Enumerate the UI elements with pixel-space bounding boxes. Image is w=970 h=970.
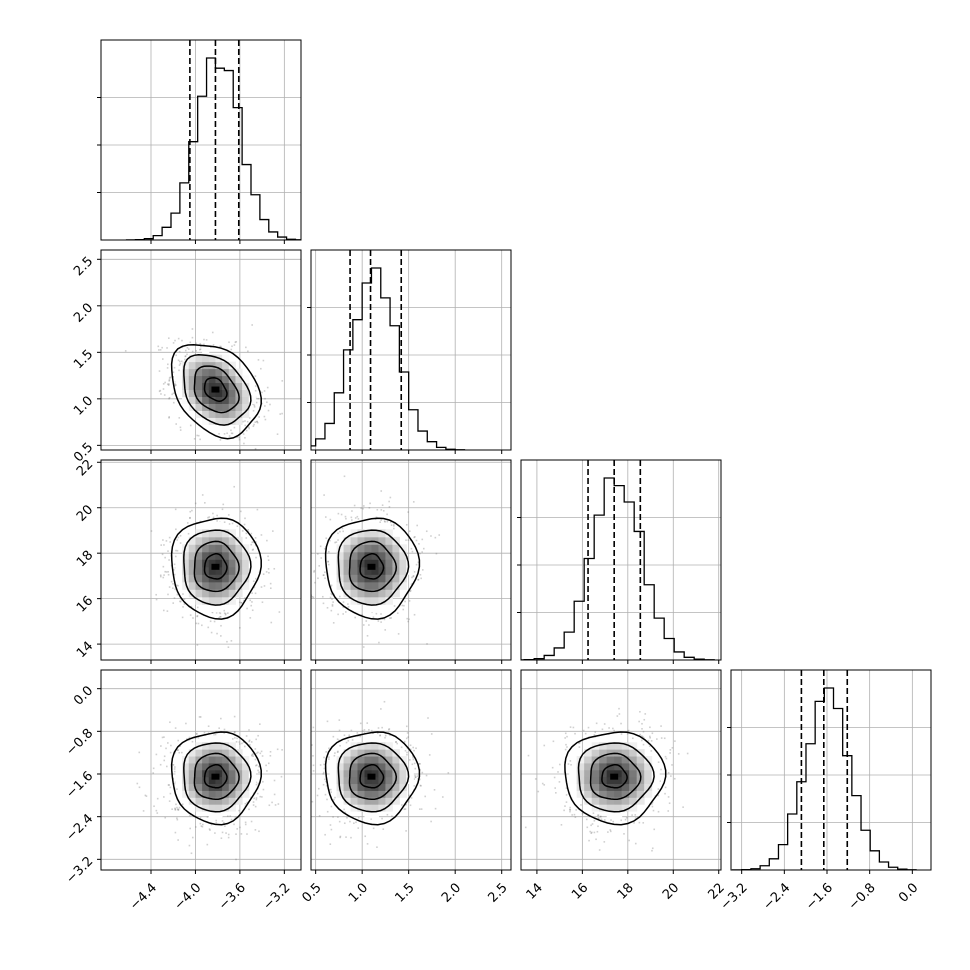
contour-line: [203, 377, 228, 402]
panel-frame: [310, 669, 512, 871]
panel-frame: [100, 669, 302, 871]
x-tick-label: −3.2: [718, 880, 751, 913]
contour-line: [359, 553, 385, 580]
contour-line: [337, 742, 410, 813]
y-tick-label: 16: [74, 593, 96, 615]
panel-frame: [520, 669, 722, 871]
y-tick-label: 1.5: [71, 347, 96, 372]
peak-marker: [211, 773, 220, 780]
panel-3-2: 14 16 18 20 22: [520, 669, 728, 903]
contour-line: [203, 553, 228, 580]
panel-frame: [310, 249, 512, 451]
x-tick-label: 2.5: [486, 880, 511, 905]
x-tick-label: 14: [524, 880, 546, 902]
y-tick-label: 20: [74, 502, 96, 524]
panel-1-0: 0.51.01.52.02.5: [71, 249, 302, 465]
contour-line: [589, 752, 642, 800]
x-tick-label: 0.5: [299, 880, 324, 905]
contour-line: [359, 763, 385, 789]
contour-line: [203, 763, 228, 789]
y-tick-label: 2.5: [71, 254, 96, 279]
contour-line: [348, 752, 398, 800]
panel-2-2: [517, 459, 722, 664]
panel-frame: [100, 459, 302, 661]
y-tick-label: −2.4: [63, 811, 96, 844]
x-tick-label: 1.0: [346, 880, 371, 905]
contour-line: [564, 731, 667, 826]
peak-marker: [211, 386, 220, 393]
contour-line: [577, 742, 655, 813]
histogram-step: [731, 687, 917, 870]
panel-3-1: 0.5 1.0 1.5 2.0 2.5: [299, 669, 512, 906]
y-tick-label: −3.2: [63, 854, 96, 887]
x-tick-label: −2.4: [760, 880, 793, 913]
x-tick-label: 1.5: [392, 880, 417, 905]
x-tick-label: 18: [615, 880, 637, 902]
x-tick-label: 20: [660, 880, 682, 902]
contour-line: [183, 354, 252, 426]
contour-line: [348, 540, 398, 593]
contour-line: [324, 517, 421, 620]
contour-line: [170, 731, 262, 826]
y-tick-label: −0.8: [63, 726, 96, 759]
y-tick-label: 1.0: [71, 394, 96, 419]
peak-marker: [211, 563, 220, 570]
contour-line: [183, 529, 252, 606]
contour-line: [170, 344, 262, 440]
x-tick-label: −3.2: [260, 880, 293, 913]
panel-frame: [100, 39, 302, 241]
y-tick-label: 18: [74, 548, 96, 570]
x-tick-label: −4.0: [172, 880, 205, 913]
peak-marker: [367, 773, 376, 780]
panel-frame: [100, 249, 302, 451]
x-tick-label: 2.0: [439, 880, 464, 905]
peak-marker: [610, 773, 619, 780]
y-tick-label: −1.6: [63, 769, 96, 802]
x-tick-label: −0.8: [846, 880, 879, 913]
contour-line: [193, 540, 240, 593]
x-tick-label: 16: [569, 880, 591, 902]
panel-0-0: [97, 39, 302, 244]
contour-line: [183, 742, 252, 813]
contour-line: [601, 763, 628, 789]
contour-line: [170, 517, 262, 620]
y-tick-label: 0.0: [71, 683, 96, 708]
contour-line: [193, 365, 240, 414]
x-tick-label: −1.6: [803, 880, 836, 913]
panel-frame: [520, 459, 722, 661]
peak-marker: [367, 563, 376, 570]
x-tick-label: −4.4: [127, 880, 160, 913]
y-tick-label: 14: [74, 639, 96, 661]
panel-2-1: [310, 459, 512, 664]
scatter-points: [524, 707, 689, 852]
panel-frame: [730, 669, 932, 871]
x-tick-label: 0.0: [896, 880, 921, 905]
y-tick-label: 2.0: [71, 301, 96, 326]
x-tick-label: −3.6: [216, 880, 249, 913]
contour-line: [324, 731, 421, 826]
panel-frame: [310, 459, 512, 661]
panel-3-0: −3.2 −2.4 −1.6 −0.8 0.0 −4.4 −4.0 −3.6 −3.2: [63, 669, 302, 913]
contour-line: [337, 529, 410, 606]
panel-3-3: −3.2 −2.4 −1.6 −0.8 0.0: [718, 669, 932, 913]
scatter-points: [311, 700, 450, 848]
histogram-step: [311, 267, 466, 450]
contour-line: [193, 752, 240, 800]
panel-1-1: [307, 249, 512, 454]
